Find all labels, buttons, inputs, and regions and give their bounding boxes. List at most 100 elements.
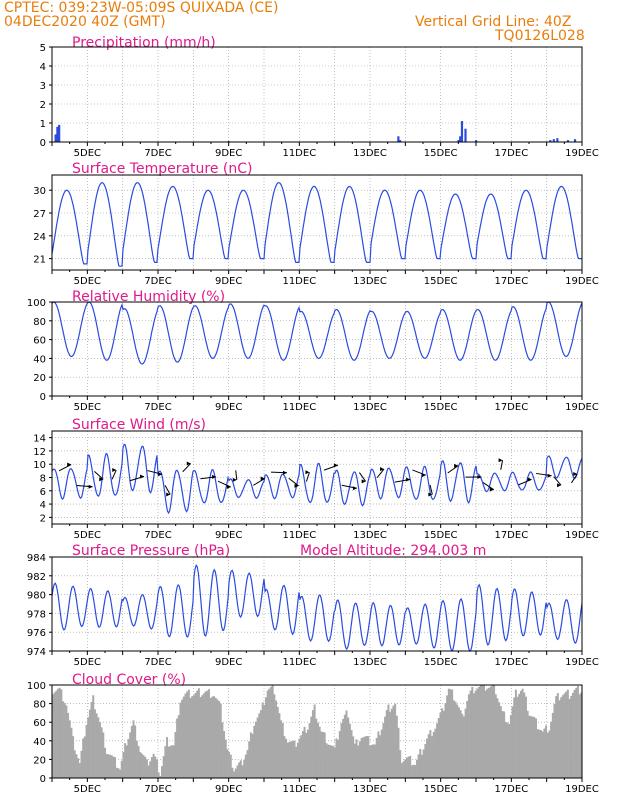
cloud-bar — [565, 691, 568, 778]
x-tick-label: 19DEC — [565, 276, 599, 287]
y-tick-label: 10 — [33, 460, 46, 471]
cloud-bar — [323, 732, 326, 778]
cloud-bar — [241, 765, 244, 778]
cloud-bar — [541, 731, 544, 778]
cloud-bar — [224, 739, 227, 778]
cloud-bar — [330, 745, 333, 778]
panel-title: Relative Humidity (%) — [72, 289, 225, 305]
cloud-bar — [513, 697, 516, 778]
cloud-bar — [204, 691, 207, 778]
precip-bar — [573, 139, 577, 142]
y-tick-label: 3 — [40, 81, 46, 92]
wind-arrow-head — [547, 473, 552, 478]
cloud-bar — [246, 750, 249, 778]
cloud-bar — [395, 715, 398, 778]
cloud-bar — [451, 689, 454, 778]
x-tick-label: 19DEC — [565, 784, 599, 795]
cloud-bar — [576, 685, 579, 778]
x-tick-label: 5DEC — [74, 402, 101, 413]
cloud-bar — [457, 707, 460, 778]
x-tick-label: 5DEC — [74, 657, 101, 668]
y-tick-label: 8 — [40, 474, 46, 485]
x-tick-label: 15DEC — [424, 276, 458, 287]
wind-arrow-head — [226, 485, 231, 490]
y-tick-label: 4 — [40, 500, 46, 511]
cloud-bar — [389, 711, 392, 778]
cloud-bar — [367, 736, 370, 778]
wind-arrow — [482, 482, 495, 491]
cloud-bar — [355, 739, 358, 778]
cloud-bar — [333, 747, 336, 778]
cloud-bar — [75, 754, 78, 778]
wind-arrow-head — [428, 492, 433, 497]
precip-bar — [464, 128, 467, 142]
cloud-bar — [95, 713, 98, 778]
cloud-bar — [447, 688, 450, 778]
wind-arrow-head — [557, 483, 562, 488]
cloud-bar — [157, 772, 160, 778]
y-tick-label: 12 — [33, 447, 46, 458]
cloud-bar — [85, 724, 88, 778]
cloud-bar — [540, 730, 543, 778]
cloud-bar — [234, 768, 237, 778]
y-tick-label: 27 — [33, 209, 46, 220]
header-location: CPTEC: 039:23W-05:09S QUIXADA (CE) — [4, 0, 279, 16]
x-tick-label: 9DEC — [215, 784, 242, 795]
panel-frame — [51, 556, 583, 652]
cloud-bar — [209, 698, 212, 778]
x-tick-label: 7DEC — [144, 657, 171, 668]
cloud-bar — [385, 710, 388, 778]
x-tick-label: 17DEC — [494, 530, 528, 541]
cloud-bar — [420, 754, 423, 778]
precip-bar — [399, 140, 402, 142]
precip-bar — [459, 136, 462, 142]
cloud-bar — [298, 738, 301, 778]
cloud-bar — [197, 688, 200, 778]
cloud-bar — [459, 710, 462, 778]
cloud-bar — [296, 742, 299, 778]
cloud-bar — [58, 687, 61, 778]
x-tick-label: 15DEC — [424, 784, 458, 795]
cloud-bar — [110, 755, 113, 778]
wind-arrow-head — [380, 467, 385, 472]
wind-arrow-head — [352, 486, 357, 491]
cloud-bar — [496, 698, 499, 778]
cloud-bar — [556, 693, 559, 778]
cloud-bar — [174, 731, 177, 778]
cloud-bar — [281, 723, 284, 778]
wind-arrow-head — [421, 473, 426, 478]
cloud-bar — [87, 717, 90, 778]
y-tick-label: 30 — [33, 186, 46, 197]
cloud-bar — [566, 689, 569, 778]
cloud-bar — [358, 741, 361, 778]
wind-arrow-head — [99, 477, 104, 482]
cloud-bar — [273, 694, 276, 778]
series-line — [51, 443, 583, 515]
cloud-bar — [270, 686, 273, 778]
x-tick-label: 11DEC — [282, 276, 316, 287]
cloud-bar — [327, 744, 330, 778]
cloud-bar — [504, 722, 507, 778]
cloud-bar — [345, 710, 348, 778]
cloud-bar — [550, 721, 553, 778]
cloud-bar — [97, 717, 100, 778]
panel-title: Surface Wind (m/s) — [72, 417, 206, 433]
cloud-bar — [476, 688, 479, 778]
y-tick-label: 976 — [27, 628, 46, 639]
panel-frame — [51, 174, 583, 271]
cloud-bar — [181, 699, 184, 778]
wind-arrow — [305, 472, 310, 482]
cloud-bar — [397, 727, 400, 778]
cloud-bar — [60, 689, 63, 778]
cloud-bar — [456, 704, 459, 778]
y-tick-label: 20 — [33, 373, 46, 384]
cloud-bar — [155, 759, 158, 778]
precip-bar — [552, 139, 555, 142]
cloud-bar — [546, 732, 549, 778]
x-tick-label: 11DEC — [282, 402, 316, 413]
wind-arrow — [358, 472, 367, 482]
cloud-bar — [226, 749, 229, 778]
cloud-bar — [469, 690, 472, 778]
cloud-bar — [414, 764, 417, 778]
cloud-bar — [342, 718, 345, 778]
